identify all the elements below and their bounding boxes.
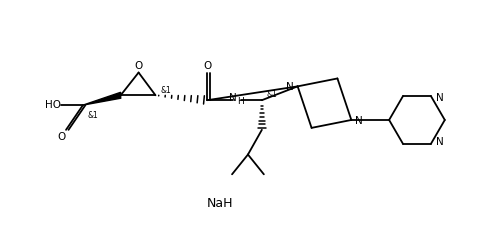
- Text: &1: &1: [267, 90, 278, 99]
- Text: O: O: [57, 132, 65, 142]
- Text: O: O: [134, 61, 143, 71]
- Text: HO: HO: [45, 100, 61, 110]
- Text: N: N: [436, 93, 444, 103]
- Text: &1: &1: [88, 110, 98, 120]
- Text: N: N: [286, 82, 293, 92]
- Text: H: H: [237, 97, 244, 106]
- Text: &1: &1: [161, 86, 171, 95]
- Text: NaH: NaH: [207, 197, 233, 210]
- Text: N: N: [229, 93, 237, 103]
- Text: N: N: [436, 137, 444, 147]
- Polygon shape: [83, 92, 120, 105]
- Text: O: O: [203, 61, 211, 71]
- Text: N: N: [355, 116, 363, 126]
